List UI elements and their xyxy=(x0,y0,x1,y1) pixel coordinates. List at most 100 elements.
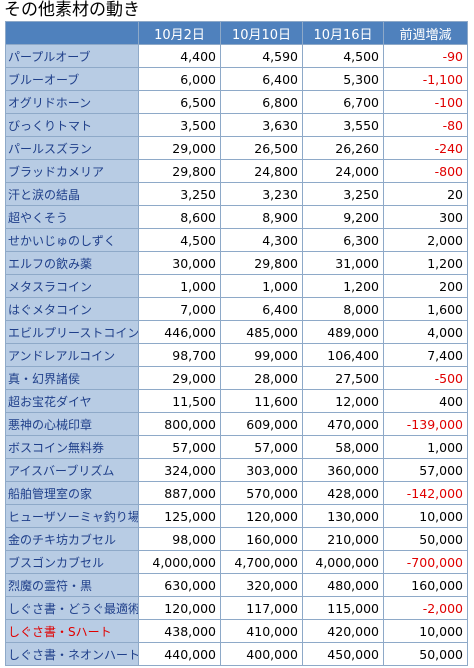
item-name: ブラッドカメリア xyxy=(5,159,139,183)
table-row: せかいじゅのしずく 4,500 4,300 6,300 2,000 xyxy=(5,228,468,252)
item-name: 金のチキ坊カブセル xyxy=(5,527,139,551)
price-cell: 117,000 xyxy=(220,596,303,620)
table-row: アンドレアルコイン 98,700 99,000 106,400 7,400 xyxy=(5,343,468,367)
price-cell: 489,000 xyxy=(302,320,384,344)
item-name: せかいじゅのしずく xyxy=(5,228,139,252)
price-cell: 440,000 xyxy=(138,642,221,666)
price-cell: 28,000 xyxy=(220,366,303,390)
column-header: 前週増減 xyxy=(383,21,468,45)
table-row: パープルオーブ 4,400 4,590 4,500 -90 xyxy=(5,44,468,68)
item-name: オグリドホーン xyxy=(5,90,139,114)
item-name: ヒューザソーミャ釣り場 xyxy=(5,504,139,528)
price-cell: -80 xyxy=(383,113,468,137)
price-cell: 800,000 xyxy=(138,412,221,436)
table-row: エルフの飲み薬 30,000 29,800 31,000 1,200 xyxy=(5,251,468,275)
table-row: 真・幻界諸侯 29,000 28,000 27,500 -500 xyxy=(5,366,468,390)
price-cell: 11,500 xyxy=(138,389,221,413)
price-cell: 887,000 xyxy=(138,481,221,505)
price-cell: 29,800 xyxy=(138,159,221,183)
price-cell: -1,100 xyxy=(383,67,468,91)
price-cell: 4,300 xyxy=(220,228,303,252)
price-cell: 3,630 xyxy=(220,113,303,137)
price-cell: -500 xyxy=(383,366,468,390)
price-cell: 450,000 xyxy=(302,642,384,666)
table-row: はぐメタコイン 7,000 6,400 8,000 1,600 xyxy=(5,297,468,321)
table-row: ブルーオーブ 6,000 6,400 5,300 -1,100 xyxy=(5,67,468,91)
item-name: エビルプリーストコイン xyxy=(5,320,139,344)
price-cell: 8,600 xyxy=(138,205,221,229)
price-cell: 50,000 xyxy=(383,642,468,666)
price-cell: 5,300 xyxy=(302,67,384,91)
price-cell: 570,000 xyxy=(220,481,303,505)
price-cell: 57,000 xyxy=(138,435,221,459)
price-cell: 4,590 xyxy=(220,44,303,68)
table-row: 超やくそう 8,600 8,900 9,200 300 xyxy=(5,205,468,229)
price-cell: -142,000 xyxy=(383,481,468,505)
price-cell: 324,000 xyxy=(138,458,221,482)
price-cell: 446,000 xyxy=(138,320,221,344)
price-cell: 410,000 xyxy=(220,619,303,643)
table-row: エビルプリーストコイン 446,000 485,000 489,000 4,000 xyxy=(5,320,468,344)
price-cell: 10,000 xyxy=(383,504,468,528)
item-name: 超お宝花ダイヤ xyxy=(5,389,139,413)
table-row: ヒューザソーミャ釣り場 125,000 120,000 130,000 10,000 xyxy=(5,504,468,528)
price-cell: 31,000 xyxy=(302,251,384,275)
price-cell: -139,000 xyxy=(383,412,468,436)
price-cell: 120,000 xyxy=(138,596,221,620)
table-row: ブスゴンカブセル 4,000,000 4,700,000 4,000,000 -700,… xyxy=(5,550,468,574)
price-cell: 3,550 xyxy=(302,113,384,137)
table-row: パールスズラン 29,000 26,500 26,260 -240 xyxy=(5,136,468,160)
table-row: びっくりトマト 3,500 3,630 3,550 -80 xyxy=(5,113,468,137)
price-cell: 6,500 xyxy=(138,90,221,114)
item-name: アイスバーブリズム xyxy=(5,458,139,482)
price-cell: 1,600 xyxy=(383,297,468,321)
price-cell: 10,000 xyxy=(383,619,468,643)
table: 10月2日 10月10日 10月16日 前週増減 パープルオーブ 4,400 4,590 4… xyxy=(5,21,468,666)
item-name: 汗と涙の結晶 xyxy=(5,182,139,206)
table-row: 超お宝花ダイヤ 11,500 11,600 12,000 400 xyxy=(5,389,468,413)
price-cell: 26,500 xyxy=(220,136,303,160)
price-cell: 303,000 xyxy=(220,458,303,482)
table-row: アイスバーブリズム 324,000 303,000 360,000 57,000 xyxy=(5,458,468,482)
column-header: 10月2日 xyxy=(138,21,221,45)
price-cell: 57,000 xyxy=(220,435,303,459)
item-name: 船舶管理室の家 xyxy=(5,481,139,505)
table-row: オグリドホーン 6,500 6,800 6,700 -100 xyxy=(5,90,468,114)
item-name: メタスラコイン xyxy=(5,274,139,298)
price-cell: 420,000 xyxy=(302,619,384,643)
price-cell: -240 xyxy=(383,136,468,160)
price-cell: 6,800 xyxy=(220,90,303,114)
price-cell: 6,400 xyxy=(220,297,303,321)
price-cell: 4,000 xyxy=(383,320,468,344)
price-cell: 400,000 xyxy=(220,642,303,666)
price-cell: 106,400 xyxy=(302,343,384,367)
price-cell: 1,000 xyxy=(138,274,221,298)
price-cell: 4,500 xyxy=(302,44,384,68)
price-cell: 2,000 xyxy=(383,228,468,252)
price-cell: 3,250 xyxy=(302,182,384,206)
price-cell: 3,230 xyxy=(220,182,303,206)
item-name: ブスゴンカブセル xyxy=(5,550,139,574)
price-cell: 20 xyxy=(383,182,468,206)
price-cell: 1,000 xyxy=(220,274,303,298)
price-cell: 115,000 xyxy=(302,596,384,620)
item-name: しぐさ書・Sハート xyxy=(5,619,139,643)
price-cell: 29,000 xyxy=(138,366,221,390)
item-name: ブルーオーブ xyxy=(5,67,139,91)
table-row: 金のチキ坊カブセル 98,000 160,000 210,000 50,000 xyxy=(5,527,468,551)
price-cell: -90 xyxy=(383,44,468,68)
price-cell: 8,900 xyxy=(220,205,303,229)
price-cell: 99,000 xyxy=(220,343,303,367)
price-cell: 320,000 xyxy=(220,573,303,597)
price-cell: 4,400 xyxy=(138,44,221,68)
item-name: パールスズラン xyxy=(5,136,139,160)
price-cell: -100 xyxy=(383,90,468,114)
price-cell: 485,000 xyxy=(220,320,303,344)
price-cell: -700,000 xyxy=(383,550,468,574)
table-row: しぐさ書・Sハート 438,000 410,000 420,000 10,000 xyxy=(5,619,468,643)
price-cell: 1,200 xyxy=(302,274,384,298)
item-name: びっくりトマト xyxy=(5,113,139,137)
price-cell: 130,000 xyxy=(302,504,384,528)
price-cell: 470,000 xyxy=(302,412,384,436)
